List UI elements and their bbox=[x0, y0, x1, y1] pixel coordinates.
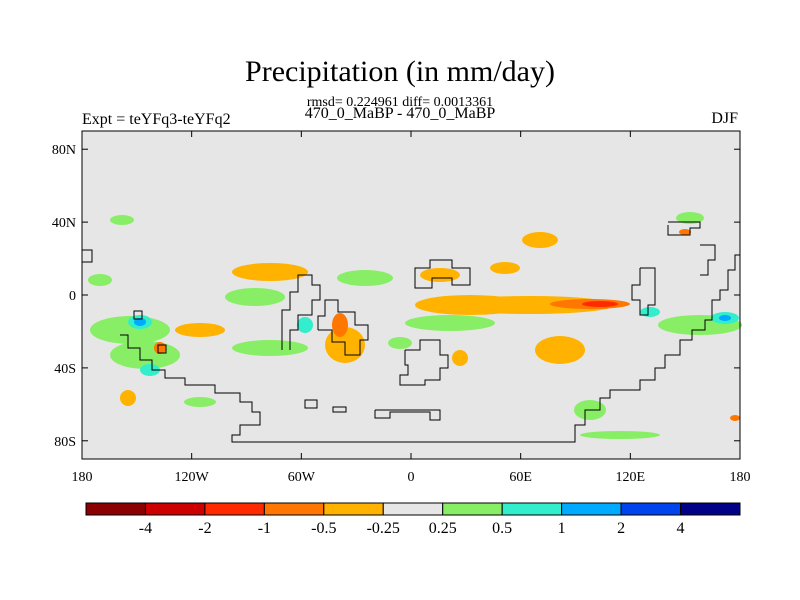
lat-tick-label: 80N bbox=[52, 143, 76, 158]
plot-title: Precipitation (in mm/day) bbox=[245, 55, 555, 88]
positive-anomaly bbox=[110, 341, 180, 369]
lon-tick-label: 0 bbox=[408, 470, 415, 485]
coastline-segment bbox=[281, 274, 321, 350]
positive-anomaly bbox=[297, 317, 313, 333]
experiment-label: Expt = teYFq3-teYFq2 bbox=[82, 111, 231, 128]
negative-anomaly bbox=[490, 262, 520, 274]
coastline-segment bbox=[631, 267, 656, 316]
colorbar-swatch bbox=[382, 502, 444, 516]
positive-anomaly bbox=[337, 270, 393, 286]
colorbar-swatch bbox=[620, 502, 682, 516]
positive-anomaly bbox=[388, 337, 412, 349]
negative-anomaly bbox=[582, 301, 618, 307]
negative-anomaly bbox=[420, 268, 460, 282]
colorbar-label: -2 bbox=[198, 520, 211, 537]
coastline-segment bbox=[133, 310, 143, 320]
positive-anomaly bbox=[140, 364, 160, 376]
negative-anomaly bbox=[452, 350, 468, 366]
coastline bbox=[82, 221, 740, 443]
lat-tick-label: 40S bbox=[54, 362, 76, 377]
positive-anomaly bbox=[232, 340, 308, 356]
lat-tick-label: 0 bbox=[69, 289, 76, 304]
positive-anomaly bbox=[676, 212, 704, 224]
colorbar-label: 0.25 bbox=[429, 520, 457, 537]
lon-tick-label: 60E bbox=[509, 470, 532, 485]
negative-anomaly bbox=[730, 415, 740, 421]
positive-anomaly bbox=[405, 315, 495, 331]
lon-tick-label: 120E bbox=[616, 470, 646, 485]
precip-anomaly-field bbox=[88, 212, 742, 439]
period-label: 470_0_MaBP - 470_0_MaBP bbox=[304, 105, 496, 122]
coastline-segment bbox=[332, 406, 347, 413]
colorbar-swatch bbox=[204, 502, 265, 516]
colorbar-swatch bbox=[144, 502, 206, 516]
colorbar-swatch bbox=[561, 502, 622, 516]
negative-anomaly bbox=[522, 232, 558, 248]
positive-anomaly bbox=[184, 397, 216, 407]
positive-anomaly bbox=[225, 288, 285, 306]
coastline-segment bbox=[374, 409, 441, 421]
map-axes: 80N 40N 0 40S 80S 180 120W 60W 0 60E 120E 180 bbox=[52, 130, 751, 485]
lon-tick-label: 60W bbox=[288, 470, 316, 485]
colorbar-swatch bbox=[501, 502, 563, 516]
colorbar-label: -1 bbox=[258, 520, 271, 537]
lon-tick-label: 120W bbox=[175, 470, 210, 485]
coastline-segment bbox=[414, 259, 471, 289]
negative-anomaly bbox=[120, 390, 136, 406]
negative-anomaly bbox=[535, 336, 585, 364]
colorbar-swatch bbox=[85, 502, 146, 516]
colorbar-swatch bbox=[323, 502, 384, 516]
negative-anomaly bbox=[332, 313, 348, 337]
colorbar-label: 4 bbox=[677, 520, 685, 537]
colorbar-label: 0.5 bbox=[492, 520, 512, 537]
coastline-segment bbox=[399, 339, 449, 386]
negative-anomaly bbox=[415, 295, 525, 315]
positive-anomaly bbox=[719, 315, 731, 321]
negative-anomaly bbox=[154, 342, 166, 354]
lat-tick-label: 80S bbox=[54, 435, 76, 450]
colorbar-label: 2 bbox=[617, 520, 625, 537]
colorbar-label: 1 bbox=[558, 520, 566, 537]
negative-anomaly bbox=[679, 229, 691, 235]
positive-anomaly bbox=[110, 215, 134, 225]
colorbar-label: -0.25 bbox=[367, 520, 400, 537]
colorbar-label: -0.5 bbox=[311, 520, 336, 537]
negative-anomaly bbox=[232, 263, 308, 281]
colorbar-swatch bbox=[680, 502, 741, 516]
plot-subtitle: rmsd= 0.224961 diff= 0.0013361 bbox=[306, 95, 494, 110]
positive-anomaly bbox=[580, 431, 660, 439]
lat-tick-label: 40N bbox=[52, 216, 76, 231]
colorbar-swatch bbox=[442, 502, 503, 516]
coastline-segment bbox=[82, 249, 93, 263]
coastline-segment bbox=[700, 244, 716, 276]
colorbar-label: -4 bbox=[139, 520, 152, 537]
coastline-segment bbox=[317, 299, 369, 356]
season-label: DJF bbox=[711, 110, 738, 127]
coastline-segment bbox=[304, 399, 318, 409]
colorbar-swatch bbox=[263, 502, 325, 516]
coastline-segment bbox=[667, 221, 701, 236]
positive-anomaly bbox=[88, 274, 112, 286]
positive-anomaly bbox=[134, 318, 146, 326]
lon-tick-label: 180 bbox=[730, 470, 751, 485]
lon-tick-label: 180 bbox=[72, 470, 93, 485]
coastline-segment bbox=[157, 344, 167, 354]
negative-anomaly bbox=[175, 323, 225, 337]
colorbar: -4 -2 -1 -0.5 -0.25 0.25 0.5 1 2 4 bbox=[85, 502, 741, 537]
coastline-segment bbox=[120, 254, 740, 443]
